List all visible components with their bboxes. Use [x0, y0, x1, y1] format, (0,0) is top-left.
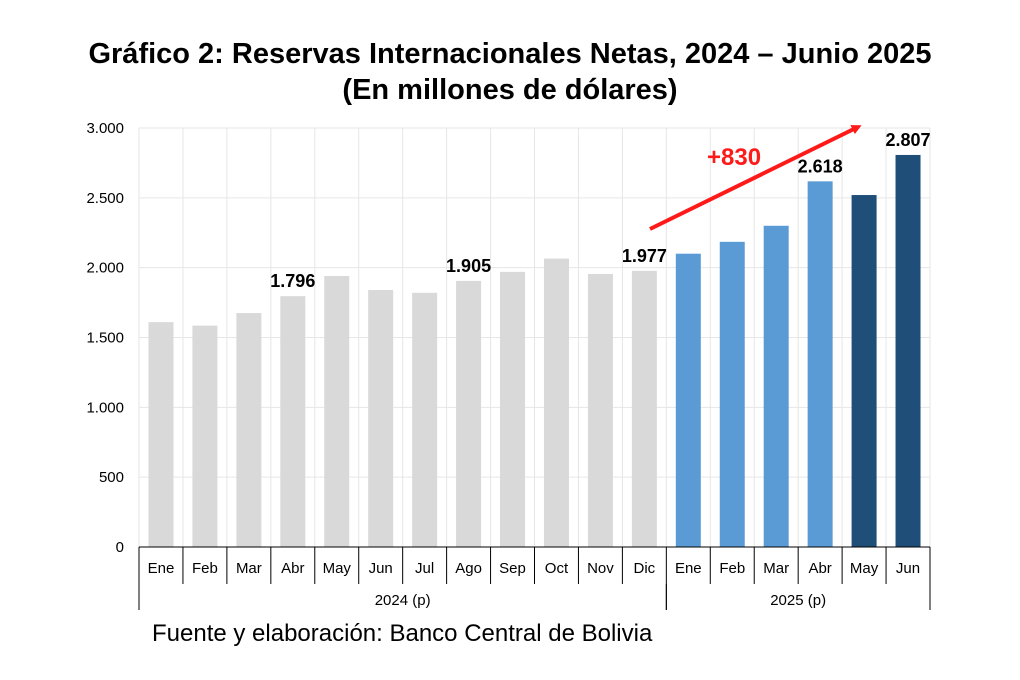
y-tick-label: 1.500	[86, 330, 124, 347]
bar	[500, 271, 526, 547]
bar	[807, 181, 833, 547]
x-tick-label: May	[323, 560, 352, 577]
x-tick-label: Jun	[896, 560, 920, 577]
x-group-label: 2024 (p)	[375, 592, 431, 609]
chart-title-line2: (En millones de dólares)	[342, 74, 678, 106]
data-label: 1.977	[622, 246, 667, 266]
trend-annotation-label: +830	[707, 144, 761, 171]
bars	[148, 154, 921, 548]
y-tick-label: 2.500	[86, 190, 124, 207]
gridlines	[138, 127, 931, 548]
bar	[456, 280, 482, 547]
bar	[192, 325, 218, 547]
y-tick-label: 500	[99, 469, 124, 486]
x-group-label: 2025 (p)	[770, 592, 826, 609]
x-axis: Ene Feb Mar Abr May Jun Jul Ago Sep Oct Nov Dic Ene F…	[138, 546, 931, 610]
x-tick-label: Nov	[587, 560, 614, 577]
x-tick-label: Jun	[369, 560, 393, 577]
bar	[675, 253, 701, 547]
bar	[719, 241, 745, 547]
data-label: 2.618	[798, 156, 843, 176]
x-tick-label: Ene	[675, 560, 702, 577]
x-tick-label: Feb	[719, 560, 745, 577]
y-tick-label: 2.000	[86, 260, 124, 277]
bar	[851, 195, 877, 548]
bar	[895, 154, 921, 547]
y-tick-label: 3.000	[86, 120, 124, 137]
data-label: 2.807	[886, 130, 931, 150]
bar	[236, 313, 262, 547]
x-tick-label: Mar	[236, 560, 262, 577]
chart-title: Gráfico 2: Reservas Internacionales Neta…	[0, 36, 1020, 108]
bar	[368, 290, 394, 547]
y-axis: 0 500 1.000 1.500 2.000 2.500 3.000	[86, 120, 124, 556]
x-tick-label: Abr	[808, 560, 831, 577]
x-tick-label: Ene	[148, 560, 175, 577]
x-tick-label: Abr	[281, 560, 304, 577]
y-tick-label: 0	[116, 539, 124, 556]
bar	[763, 225, 789, 547]
trend-arrow	[649, 125, 862, 231]
x-tick-label: Oct	[545, 560, 569, 577]
bar	[631, 270, 657, 547]
x-tick-label: May	[850, 560, 879, 577]
chart-title-line1: Gráfico 2: Reservas Internacionales Neta…	[88, 38, 932, 70]
bar	[324, 276, 350, 547]
source-note: Fuente y elaboración: Banco Central de B…	[152, 620, 653, 647]
bar	[412, 292, 438, 547]
bar	[543, 258, 569, 547]
x-tick-label: Mar	[763, 560, 789, 577]
x-tick-label: Feb	[192, 560, 218, 577]
bar	[148, 322, 174, 547]
y-tick-label: 1.000	[86, 399, 124, 416]
data-label: 1.796	[270, 271, 315, 291]
data-labels: 1.796 1.905 1.977 2.618 2.807	[270, 130, 930, 291]
bar	[587, 273, 613, 547]
x-tick-label: Sep	[499, 560, 526, 577]
x-tick-label: Dic	[634, 560, 656, 577]
data-label: 1.905	[446, 256, 491, 276]
x-tick-label: Jul	[415, 560, 434, 577]
x-tick-label: Ago	[455, 560, 482, 577]
trend-annotation: +830	[649, 125, 862, 231]
bar	[280, 296, 306, 547]
